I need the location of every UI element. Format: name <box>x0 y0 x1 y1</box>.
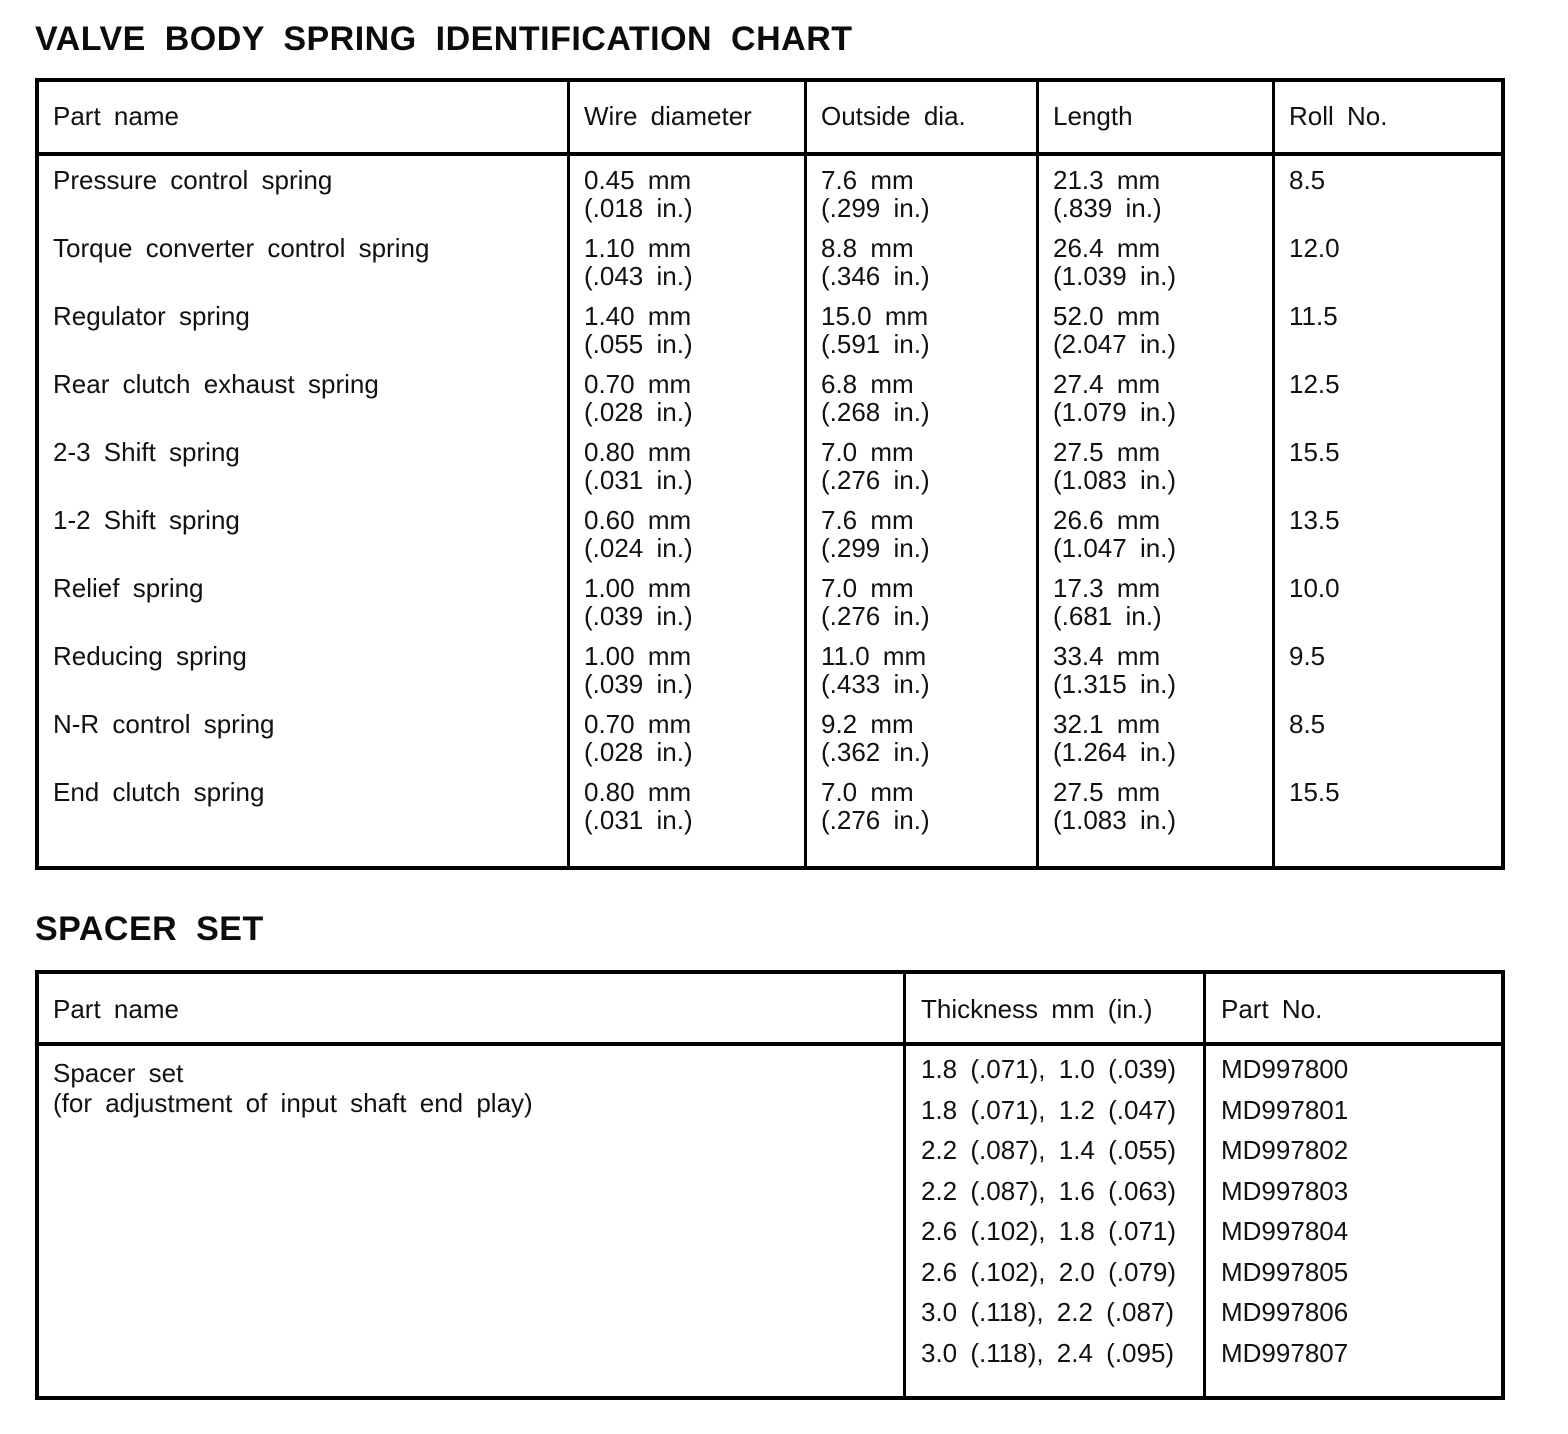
spacer-table: Part name Thickness mm (in.) Part No. Sp… <box>35 970 1505 1400</box>
roll-no-cell: 15.5 <box>1289 437 1340 467</box>
roll-no-cell: 13.5 <box>1289 505 1340 535</box>
length-cell: 32.1 mm (1.264 in.) <box>1053 709 1177 767</box>
roll-no-cell: 8.5 <box>1289 165 1326 195</box>
col-header-outside-dia: Outside dia. <box>821 100 966 131</box>
column-divider <box>1272 82 1275 866</box>
wire-diameter-cell: 1.10 mm (.043 in.) <box>584 233 693 291</box>
col-header-length: Length <box>1053 100 1133 131</box>
outside-dia-cell: 11.0 mm (.433 in.) <box>821 641 930 699</box>
outside-dia-cell: 6.8 mm (.268 in.) <box>821 369 930 427</box>
spring-chart-title: VALVE BODY SPRING IDENTIFICATION CHART <box>35 20 853 58</box>
spacer-part-name-cell: Spacer set (for adjustment of input shaf… <box>39 1046 905 1370</box>
part-no-cell: MD997800 <box>1221 1054 1349 1084</box>
part-no-cell: MD997807 <box>1221 1337 1349 1368</box>
outside-dia-cell: 7.0 mm (.276 in.) <box>821 777 930 835</box>
roll-no-cell: 9.5 <box>1289 641 1326 671</box>
column-divider <box>1203 974 1206 1396</box>
roll-no-cell: 12.0 <box>1289 233 1340 263</box>
column-divider <box>567 82 570 866</box>
col-header-wire-diameter: Wire diameter <box>584 100 752 131</box>
part-name-cell: Pressure control spring <box>53 165 333 195</box>
part-name-cell: Relief spring <box>53 573 204 603</box>
col-header-part-no: Part No. <box>1221 993 1323 1024</box>
wire-diameter-cell: 0.45 mm (.018 in.) <box>584 165 693 223</box>
part-name-cell: End clutch spring <box>53 777 265 807</box>
wire-diameter-cell: 1.00 mm (.039 in.) <box>584 641 693 699</box>
wire-diameter-cell: 0.70 mm (.028 in.) <box>584 709 693 767</box>
header-divider <box>39 152 1501 156</box>
wire-diameter-cell: 0.70 mm (.028 in.) <box>584 369 693 427</box>
wire-diameter-cell: 1.00 mm (.039 in.) <box>584 573 693 631</box>
col-header-roll-no: Roll No. <box>1289 100 1388 131</box>
outside-dia-cell: 7.6 mm (.299 in.) <box>821 505 930 563</box>
length-cell: 26.6 mm (1.047 in.) <box>1053 505 1177 563</box>
spacer-part-name: Spacer set <box>53 1058 184 1088</box>
part-name-cell: Torque converter control spring <box>53 233 430 263</box>
length-cell: 27.4 mm (1.079 in.) <box>1053 369 1177 427</box>
spring-table: Part name Wire diameter Outside dia. Len… <box>35 78 1505 870</box>
outside-dia-cell: 7.0 mm (.276 in.) <box>821 437 930 495</box>
col-header-part-name: Part name <box>53 100 179 131</box>
col-header-part-name: Part name <box>53 993 179 1024</box>
column-divider <box>804 82 807 866</box>
thickness-cell: 2.2 (.087), 1.6 (.063) <box>921 1175 1177 1206</box>
part-no-cell: MD997805 <box>1221 1256 1349 1287</box>
wire-diameter-cell: 0.60 mm (.024 in.) <box>584 505 693 563</box>
thickness-cell: 2.6 (.102), 2.0 (.079) <box>921 1256 1177 1287</box>
length-cell: 26.4 mm (1.039 in.) <box>1053 233 1177 291</box>
roll-no-cell: 15.5 <box>1289 777 1340 807</box>
roll-no-cell: 8.5 <box>1289 709 1326 739</box>
header-divider <box>39 1042 1501 1046</box>
outside-dia-cell: 8.8 mm (.346 in.) <box>821 233 930 291</box>
thickness-cell: 1.8 (.071), 1.0 (.039) <box>921 1054 1177 1084</box>
length-cell: 27.5 mm (1.083 in.) <box>1053 437 1177 495</box>
column-divider <box>903 974 906 1396</box>
thickness-cell: 2.2 (.087), 1.4 (.055) <box>921 1135 1177 1165</box>
part-name-cell: 2-3 Shift spring <box>53 437 240 467</box>
part-name-cell: 1-2 Shift spring <box>53 505 240 535</box>
outside-dia-cell: 7.6 mm (.299 in.) <box>821 165 930 223</box>
roll-no-cell: 12.5 <box>1289 369 1340 399</box>
length-cell: 21.3 mm (.839 in.) <box>1053 165 1162 223</box>
outside-dia-cell: 7.0 mm (.276 in.) <box>821 573 930 631</box>
length-cell: 52.0 mm (2.047 in.) <box>1053 301 1177 359</box>
spacer-set-title: SPACER SET <box>35 910 264 948</box>
part-no-cell: MD997806 <box>1221 1297 1349 1327</box>
part-no-cell: MD997801 <box>1221 1094 1349 1125</box>
outside-dia-cell: 9.2 mm (.362 in.) <box>821 709 930 767</box>
part-name-cell: N-R control spring <box>53 709 275 739</box>
thickness-cell: 3.0 (.118), 2.4 (.095) <box>921 1337 1175 1368</box>
col-header-thickness: Thickness mm (in.) <box>921 993 1153 1024</box>
length-cell: 27.5 mm (1.083 in.) <box>1053 777 1177 835</box>
part-no-cell: MD997803 <box>1221 1175 1349 1206</box>
thickness-cell: 3.0 (.118), 2.2 (.087) <box>921 1297 1175 1327</box>
outside-dia-cell: 15.0 mm (.591 in.) <box>821 301 930 359</box>
length-cell: 17.3 mm (.681 in.) <box>1053 573 1162 631</box>
wire-diameter-cell: 0.80 mm (.031 in.) <box>584 437 693 495</box>
spacer-part-note: (for adjustment of input shaft end play) <box>53 1088 533 1118</box>
wire-diameter-cell: 1.40 mm (.055 in.) <box>584 301 693 359</box>
thickness-cell: 2.6 (.102), 1.8 (.071) <box>921 1216 1177 1246</box>
wire-diameter-cell: 0.80 mm (.031 in.) <box>584 777 693 835</box>
column-divider <box>1036 82 1039 866</box>
roll-no-cell: 10.0 <box>1289 573 1340 603</box>
part-name-cell: Rear clutch exhaust spring <box>53 369 379 399</box>
part-name-cell: Regulator spring <box>53 301 250 331</box>
thickness-cell: 1.8 (.071), 1.2 (.047) <box>921 1094 1177 1125</box>
part-no-cell: MD997804 <box>1221 1216 1349 1246</box>
length-cell: 33.4 mm (1.315 in.) <box>1053 641 1177 699</box>
part-name-cell: Reducing spring <box>53 641 247 671</box>
part-no-cell: MD997802 <box>1221 1135 1349 1165</box>
roll-no-cell: 11.5 <box>1289 301 1338 331</box>
